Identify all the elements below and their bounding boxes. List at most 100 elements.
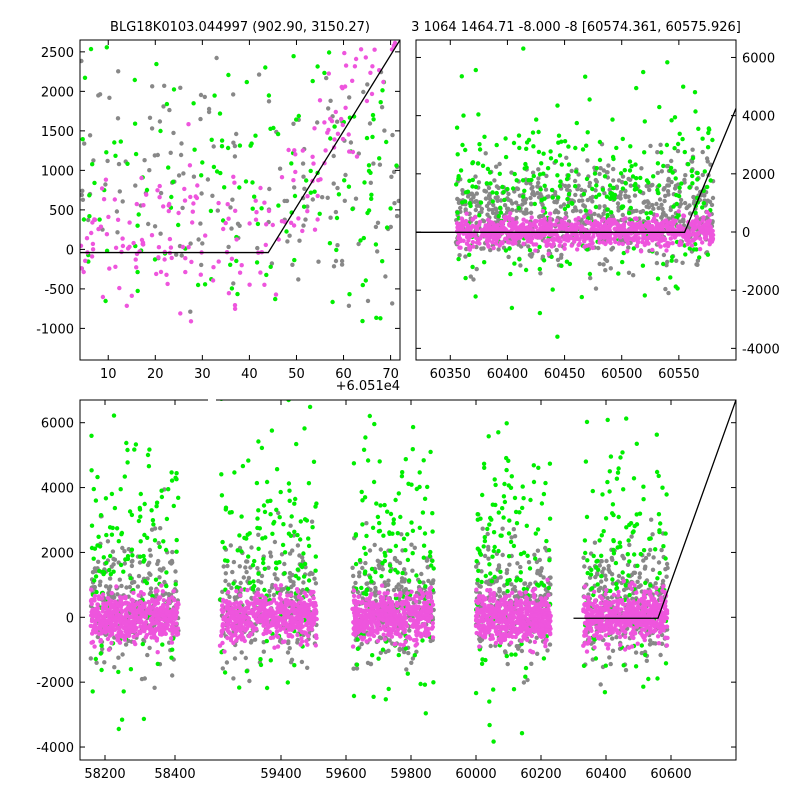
data-point bbox=[183, 269, 188, 275]
data-point bbox=[347, 292, 352, 297]
data-point bbox=[237, 533, 242, 538]
data-point bbox=[690, 181, 695, 186]
data-point bbox=[90, 689, 95, 694]
data-point bbox=[691, 194, 696, 200]
data-point bbox=[303, 603, 308, 608]
data-point bbox=[336, 192, 342, 197]
data-point bbox=[300, 564, 305, 570]
x-tick-label: 20 bbox=[147, 367, 164, 382]
data-point bbox=[105, 636, 111, 642]
data-point bbox=[650, 235, 655, 240]
data-point bbox=[219, 629, 225, 635]
data-point bbox=[691, 224, 696, 230]
data-point bbox=[566, 162, 572, 167]
data-point bbox=[313, 633, 319, 638]
data-point bbox=[625, 249, 630, 254]
data-point bbox=[273, 610, 279, 615]
data-point bbox=[257, 526, 262, 531]
data-point bbox=[512, 239, 517, 244]
data-point bbox=[90, 570, 96, 575]
data-point bbox=[484, 181, 489, 186]
data-point bbox=[234, 611, 240, 616]
data-point bbox=[232, 303, 238, 308]
data-point bbox=[136, 573, 142, 579]
data-point bbox=[141, 559, 146, 564]
data-point bbox=[562, 206, 568, 212]
data-point bbox=[212, 93, 217, 98]
data-point bbox=[287, 575, 292, 580]
data-point bbox=[266, 93, 272, 98]
data-point bbox=[553, 222, 558, 227]
data-point bbox=[211, 144, 216, 149]
data-point bbox=[671, 204, 676, 209]
data-point bbox=[240, 463, 246, 469]
data-point bbox=[633, 162, 638, 167]
data-point bbox=[340, 136, 346, 142]
data-point bbox=[294, 587, 300, 592]
data-point bbox=[516, 133, 522, 138]
data-point bbox=[248, 143, 253, 148]
data-point bbox=[378, 547, 383, 552]
data-point bbox=[117, 639, 122, 644]
data-point bbox=[88, 656, 94, 661]
data-point bbox=[346, 132, 351, 137]
data-point bbox=[706, 227, 711, 232]
data-point bbox=[116, 655, 121, 660]
data-point bbox=[675, 148, 681, 154]
data-point bbox=[353, 533, 358, 538]
data-point bbox=[333, 209, 339, 215]
data-point bbox=[704, 156, 710, 161]
data-point bbox=[470, 160, 476, 165]
data-point bbox=[549, 244, 555, 249]
data-point bbox=[222, 545, 227, 550]
data-point bbox=[395, 531, 400, 536]
data-point bbox=[298, 604, 304, 609]
data-point bbox=[658, 142, 663, 147]
data-point bbox=[142, 622, 148, 627]
data-point bbox=[354, 662, 360, 667]
data-point bbox=[312, 189, 317, 194]
data-point bbox=[107, 95, 112, 101]
data-point bbox=[587, 97, 592, 102]
data-point bbox=[282, 198, 287, 204]
data-point bbox=[700, 136, 705, 141]
data-point bbox=[105, 607, 110, 612]
data-point bbox=[253, 626, 259, 632]
data-point bbox=[226, 622, 231, 627]
data-point bbox=[288, 533, 294, 538]
data-point bbox=[529, 215, 534, 220]
data-point bbox=[256, 72, 262, 77]
data-point bbox=[246, 610, 251, 616]
data-point bbox=[147, 571, 152, 576]
data-point bbox=[410, 528, 416, 533]
data-point bbox=[458, 168, 464, 173]
data-point bbox=[409, 520, 414, 525]
data-point bbox=[634, 208, 639, 213]
data-point bbox=[626, 270, 632, 275]
data-point bbox=[313, 568, 318, 573]
data-point bbox=[306, 536, 311, 541]
data-point bbox=[521, 194, 526, 199]
data-point bbox=[109, 621, 114, 626]
data-point bbox=[267, 186, 272, 192]
x-tick-label: 60550 bbox=[658, 367, 699, 382]
data-point bbox=[245, 587, 250, 593]
data-point bbox=[310, 197, 315, 202]
data-point bbox=[486, 238, 492, 243]
data-point bbox=[353, 196, 359, 201]
data-point bbox=[222, 599, 227, 604]
data-point bbox=[562, 220, 567, 225]
data-point bbox=[188, 194, 193, 200]
data-point bbox=[330, 299, 335, 305]
data-point bbox=[351, 461, 357, 466]
data-point bbox=[112, 197, 118, 202]
data-point bbox=[381, 533, 386, 538]
data-point bbox=[270, 531, 275, 536]
data-point bbox=[537, 214, 542, 219]
data-point bbox=[112, 665, 117, 670]
data-point bbox=[368, 170, 373, 175]
data-point bbox=[148, 553, 153, 558]
data-point bbox=[176, 222, 181, 228]
data-point bbox=[553, 208, 559, 213]
data-point bbox=[365, 298, 371, 304]
